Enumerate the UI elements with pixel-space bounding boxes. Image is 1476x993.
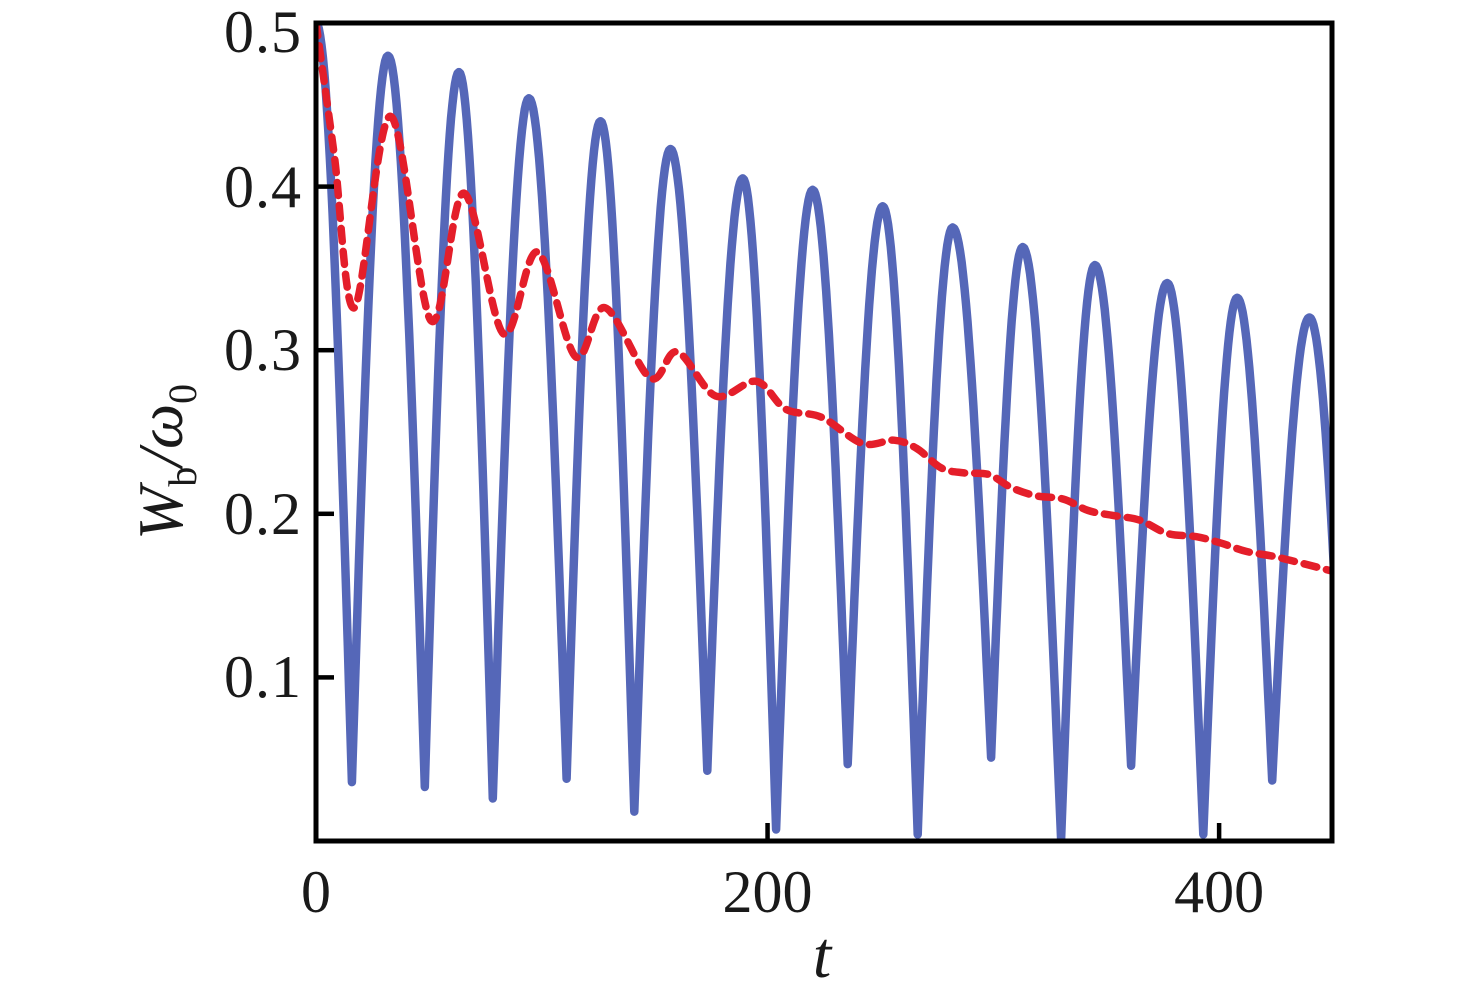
y-tick-label: 0.2	[224, 480, 302, 547]
red-series-line	[316, 23, 1332, 575]
blue-series-line	[316, 23, 1332, 841]
x-axis-ticks	[313, 823, 1222, 839]
y-label-divider-sub: 0	[160, 384, 205, 404]
x-axis-label: t	[812, 919, 832, 992]
x-tick-label: 0	[301, 859, 331, 925]
y-tick-label: 0.5	[224, 0, 302, 65]
y-tick-label: 0.3	[224, 317, 302, 384]
y-tick-label: 0.1	[224, 644, 302, 711]
plot-frame	[313, 20, 1335, 844]
y-axis-ticks	[318, 20, 334, 680]
y-tick-label: 0.4	[224, 153, 302, 220]
x-tick-label: 200	[722, 859, 813, 925]
y-label-divider: /ω	[125, 403, 197, 467]
x-tick-label: 400	[1174, 859, 1265, 925]
